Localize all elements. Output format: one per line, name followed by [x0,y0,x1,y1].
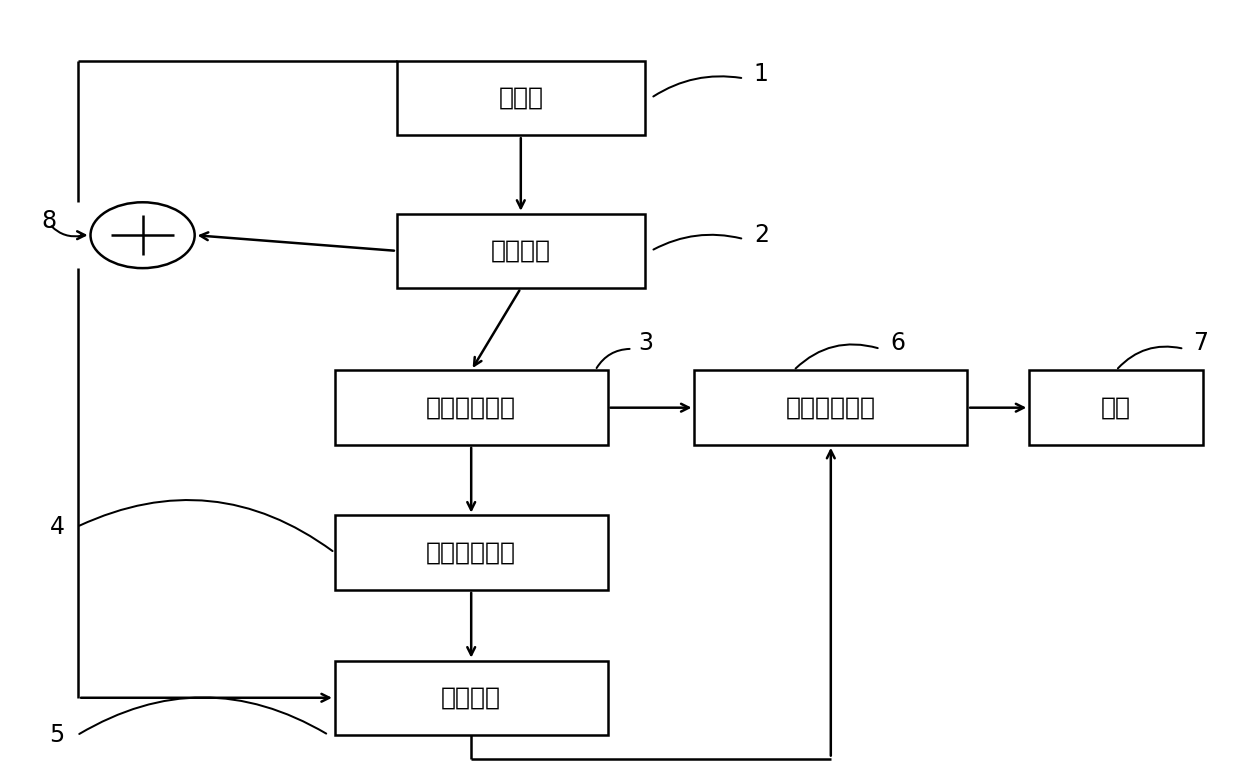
Text: 电流采样模块: 电流采样模块 [427,396,516,419]
Text: 3: 3 [639,332,653,355]
Text: 电机: 电机 [1101,396,1131,419]
Bar [397,61,645,136]
Text: 锂电池: 锂电池 [498,86,543,110]
Text: 开关控制: 开关控制 [491,239,551,263]
Text: 1: 1 [754,63,769,86]
Bar [397,214,645,288]
Bar [335,371,608,445]
Bar [335,660,608,735]
Text: 驱动电路模块: 驱动电路模块 [786,396,875,419]
Text: 8: 8 [41,209,56,233]
Text: 4: 4 [50,515,64,539]
Text: 微处理器: 微处理器 [441,686,501,710]
Text: 信号放大模块: 信号放大模块 [427,541,516,564]
Text: 2: 2 [754,223,769,247]
Text: 6: 6 [890,332,905,355]
Bar [694,371,967,445]
Text: 5: 5 [50,724,64,747]
Text: 7: 7 [1193,332,1208,355]
Bar [335,516,608,590]
Bar [1029,371,1203,445]
